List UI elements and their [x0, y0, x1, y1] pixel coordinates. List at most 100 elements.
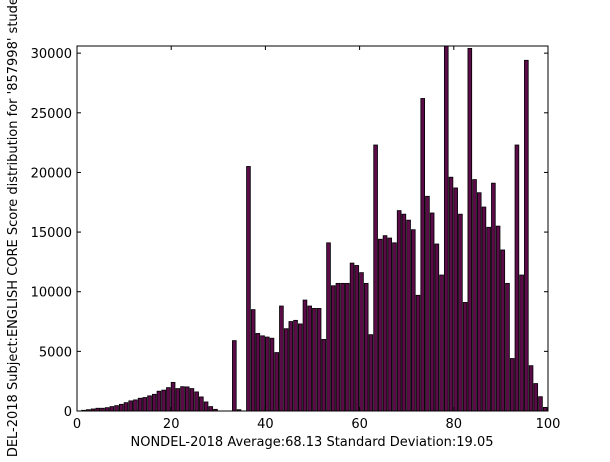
bar: [161, 389, 166, 412]
bar: [519, 274, 524, 412]
bar: [420, 98, 425, 412]
y-axis-label: NDEL-2018 Subject:ENGLISH CORE Score dis…: [6, 0, 21, 458]
bar: [368, 334, 374, 412]
bar: [133, 399, 138, 412]
bar: [189, 388, 195, 412]
y-tick-label: 15000: [31, 226, 72, 241]
bar: [439, 274, 444, 412]
bar: [156, 390, 162, 412]
bar: [316, 308, 322, 412]
bar: [524, 59, 529, 412]
bar: [151, 393, 157, 412]
bar: [462, 302, 468, 412]
bar: [255, 333, 261, 412]
bar: [260, 335, 265, 412]
bar: [533, 383, 539, 412]
bars-group: [81, 45, 548, 412]
bar: [250, 309, 256, 412]
bar: [330, 285, 336, 412]
bar: [443, 45, 449, 412]
x-axis-label: NONDEL-2018 Average:68.13 Standard Devia…: [131, 435, 494, 450]
bar: [264, 336, 270, 412]
bar: [104, 407, 110, 412]
bar: [396, 210, 402, 412]
bar: [274, 352, 279, 412]
bar: [425, 195, 430, 412]
bar: [194, 391, 199, 412]
x-tick-label: 0: [73, 417, 81, 432]
bar: [481, 206, 487, 412]
bar: [203, 401, 209, 412]
bar: [345, 282, 350, 412]
bar: [354, 265, 360, 412]
x-tick-label: 60: [351, 417, 368, 432]
bar: [340, 282, 345, 412]
x-tick-labels: 0 20 40 60 80 100: [73, 417, 561, 432]
bar: [184, 386, 190, 412]
y-tick-labels: 0 5000 10000 15000 20000 25000 30000: [31, 47, 72, 420]
x-tick-label: 80: [446, 417, 463, 432]
bar: [359, 272, 364, 412]
x-tick-label: 40: [257, 417, 274, 432]
bar: [406, 219, 411, 412]
bar: [538, 396, 543, 412]
bar: [528, 365, 534, 412]
bar: [542, 407, 548, 412]
bar: [500, 249, 506, 412]
bar: [147, 395, 152, 412]
bar: [335, 282, 341, 412]
bar: [453, 187, 458, 412]
bar: [283, 328, 289, 412]
bar: [175, 388, 181, 412]
bar: [123, 402, 129, 412]
bar: [114, 405, 119, 412]
bar: [166, 387, 171, 412]
bar: [514, 144, 520, 412]
x-tick-label: 20: [163, 417, 180, 432]
bar: [109, 406, 115, 412]
bar: [401, 213, 407, 412]
bar: [378, 238, 383, 412]
bar: [434, 243, 440, 412]
bar: [118, 403, 124, 412]
plot-frame: [76, 45, 549, 412]
ticks-group: [76, 46, 549, 412]
bar: [302, 299, 308, 412]
y-tick-label: 5000: [39, 345, 72, 360]
bar: [321, 339, 327, 412]
bar: [199, 396, 204, 412]
bar: [505, 282, 510, 412]
bar: [495, 225, 501, 412]
bar: [472, 179, 477, 412]
bar: [293, 319, 298, 412]
bar: [297, 323, 303, 412]
bar: [170, 381, 176, 412]
bar: [387, 237, 393, 412]
bar: [279, 305, 284, 412]
bar: [373, 144, 378, 412]
bar: [411, 229, 416, 412]
x-tick-label: 100: [536, 417, 561, 432]
bar: [491, 182, 496, 412]
bar: [349, 262, 355, 412]
bar: [467, 47, 473, 412]
bar: [269, 337, 275, 412]
bar: [232, 340, 237, 412]
bar: [326, 242, 331, 412]
bar: [137, 397, 143, 412]
bar: [382, 235, 388, 412]
bar: [476, 192, 482, 412]
y-tick-label: 25000: [31, 107, 72, 122]
bar: [458, 213, 463, 412]
y-tick-label: 10000: [31, 286, 72, 301]
bar: [363, 282, 369, 412]
bar: [415, 294, 421, 412]
bar: [392, 242, 397, 412]
bar: [246, 166, 251, 412]
bar: [429, 212, 435, 412]
bar: [486, 226, 491, 412]
bar: [509, 358, 515, 412]
bar: [208, 406, 214, 412]
bar: [448, 176, 454, 412]
